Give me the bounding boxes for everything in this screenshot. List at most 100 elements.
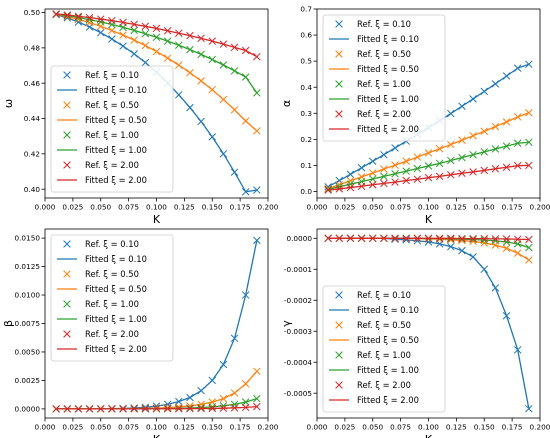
ref-marker [52,10,60,18]
ref-marker [346,180,355,188]
ref-marker [525,256,533,264]
ref-marker [424,238,433,246]
ref-marker [163,26,172,35]
legend-box [50,65,174,193]
ref-marker [380,234,388,243]
y-tick-label: 0.0050 [14,348,40,357]
y-tick-label: -0.0002 [284,296,312,305]
ref-marker [346,170,355,179]
ref-marker [458,153,466,162]
legend: Ref. ξ = 0.10 Fitted ξ = 0.10 Ref. ξ = 0.5… [50,234,174,362]
legend-marker [335,291,343,299]
legend-marker [63,240,71,248]
ref-marker [219,95,228,104]
ref-marker [346,183,355,192]
legend-marker [335,110,343,118]
legend-marker [63,131,71,139]
ref-marker [447,236,455,244]
legend-marker [335,321,343,329]
ref-marker [186,393,194,402]
ref-marker [96,405,105,413]
ref-marker [208,37,217,45]
y-tick-label: 0.42 [24,149,40,158]
ref-marker [447,156,455,165]
x-tick-label: 0.175 [502,423,523,432]
ref-marker [219,150,228,158]
ref-marker [469,150,477,159]
ref-marker [152,405,161,413]
x-tick-label: 0.000 [307,423,328,432]
legend-box [322,285,446,413]
y-tick-label: 0.5 [300,57,312,66]
ref-marker [152,47,161,56]
ref-marker [241,403,250,412]
ref-marker [513,346,522,354]
ref-marker [175,41,183,49]
x-tick-label: 0.100 [418,203,439,212]
x-tick-label: 0.125 [174,423,195,432]
ref-marker [391,178,399,186]
y-tick-label: -0.0004 [284,358,313,367]
ref-marker [480,166,489,175]
ref-marker [197,403,205,412]
ref-marker [175,61,183,69]
ref-marker [241,117,250,125]
ref-marker [141,22,150,31]
x-tick-label: 0.200 [530,423,550,432]
ref-marker [219,40,228,48]
y-axis-label: β [2,320,15,327]
ref-marker [108,405,116,413]
ref-marker [413,234,422,243]
y-axis-label: ω [2,99,15,108]
ref-marker [424,149,433,157]
ref-marker [447,171,455,179]
chart-panel-2: 0.000 0.025 0.050 0.075 0.100 0.125 0.150 0.175… [280,5,550,226]
ref-marker [458,234,466,243]
y-tick-label: 0.1 [300,161,312,170]
ref-marker [368,157,377,165]
legend-label: Fitted ξ = 2.00 [85,344,147,354]
legend-marker [335,351,343,359]
x-tick-label: 0.125 [174,203,195,212]
ref-marker [119,42,127,50]
y-tick-label: -0.0003 [284,327,313,336]
axes-frame [316,228,541,419]
ref-marker [230,389,239,397]
legend-label: Fitted ξ = 0.50 [85,284,147,294]
legend-marker [63,300,71,308]
legend-label: Ref. ξ = 1.00 [85,299,139,309]
legend-box [50,234,174,362]
legend-label: Fitted ξ = 2.00 [85,175,147,185]
x-tick-label: 0.200 [530,203,550,212]
legend-label: Ref. ξ = 0.50 [357,320,411,330]
ref-marker [413,153,422,161]
ref-marker [435,172,444,181]
legend: Ref. ξ = 0.10 Fitted ξ = 0.10 Ref. ξ = 0.5… [322,285,446,413]
ref-marker [119,31,127,39]
ref-marker [447,140,455,149]
ref-marker [219,394,228,403]
ref-marker [96,15,105,23]
x-tick-label: 0.150 [202,423,223,432]
legend-label: Fitted ξ = 0.10 [85,85,147,95]
ref-marker [186,45,194,54]
ref-marker [502,142,511,150]
ref-marker [108,16,116,25]
ref-marker [357,182,366,191]
ref-marker [230,67,239,75]
ref-marker [324,184,332,193]
plot-area [52,10,261,196]
ref-marker [435,159,444,168]
ref-marker [163,405,172,413]
ref-marker [130,36,138,44]
ref-marker [175,29,183,37]
ref-marker [163,403,172,412]
legend-marker [335,80,343,88]
ref-marker [96,28,105,37]
legend-label: Fitted ξ = 0.10 [357,305,419,315]
ref-marker [380,172,388,181]
ref-marker [469,253,477,261]
legend-label: Ref. ξ = 0.10 [357,290,411,300]
ref-marker [253,236,261,245]
ref-marker [230,404,239,412]
